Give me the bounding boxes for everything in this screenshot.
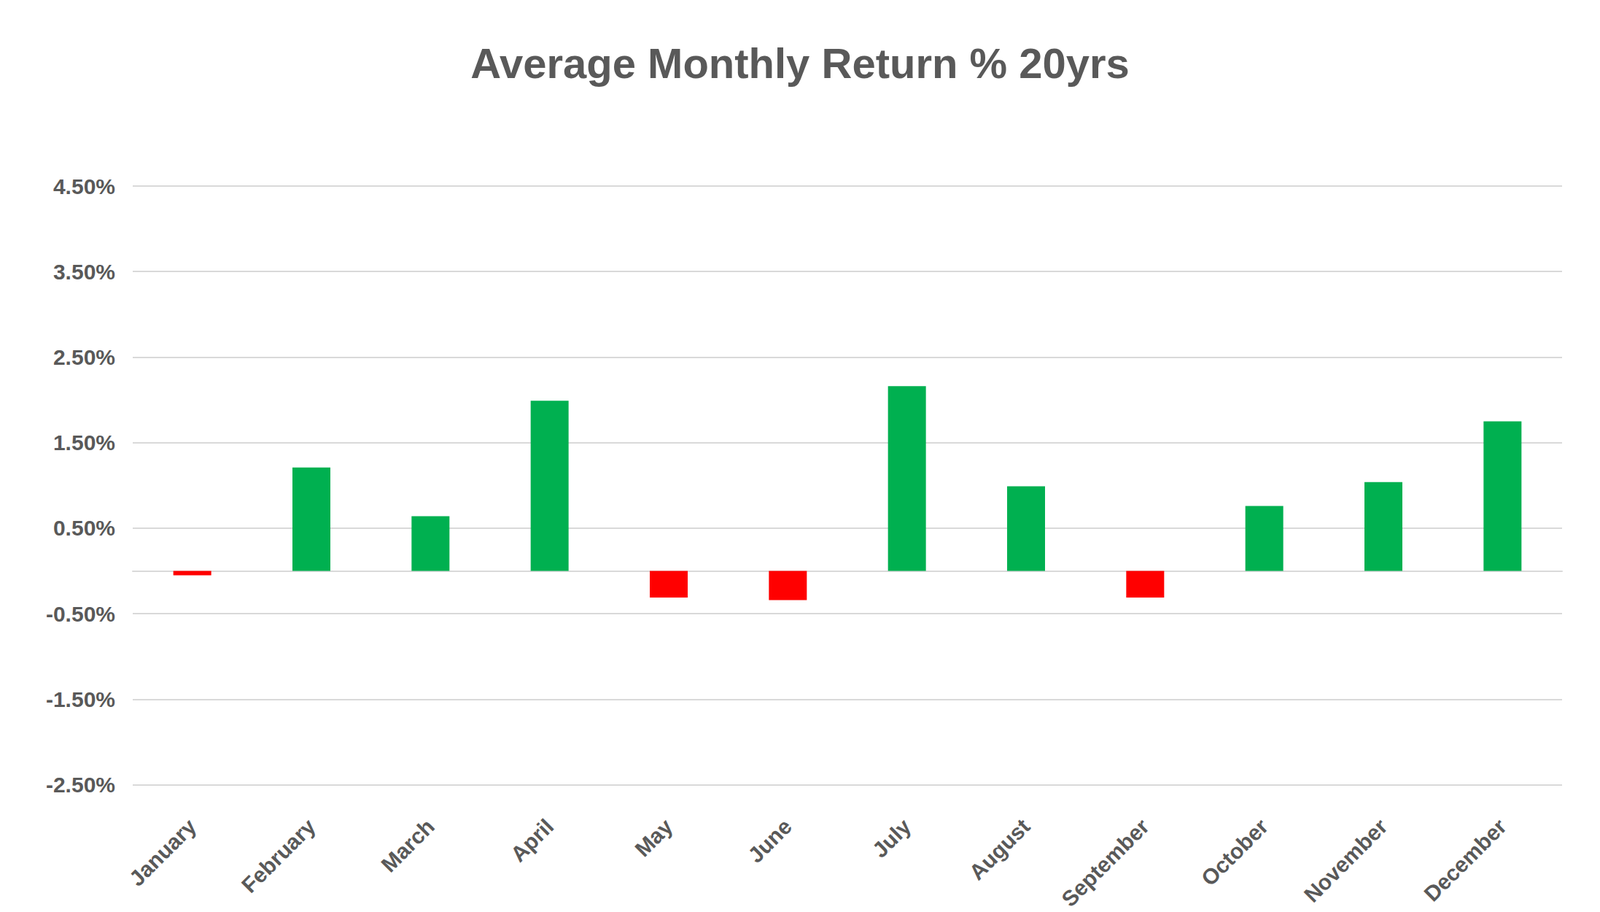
svg-text:Average Monthly Return % 20yrs: Average Monthly Return % 20yrs [470,39,1130,87]
svg-text:February: February [237,813,321,897]
svg-text:-2.50%: -2.50% [45,772,116,797]
svg-text:May: May [630,813,678,862]
svg-text:4.50%: 4.50% [53,174,116,199]
svg-text:0.50%: 0.50% [53,515,116,540]
svg-text:October: October [1196,813,1274,891]
svg-text:-0.50%: -0.50% [45,601,116,626]
svg-text:March: March [376,813,440,877]
svg-text:2.50%: 2.50% [53,344,116,370]
svg-text:1.50%: 1.50% [53,430,116,455]
svg-text:April: April [506,813,559,867]
svg-text:June: June [743,813,797,868]
svg-text:July: July [867,813,916,862]
svg-text:November: November [1299,813,1393,907]
svg-text:August: August [964,813,1035,884]
svg-text:January: January [124,813,202,891]
svg-text:September: September [1056,813,1154,911]
svg-text:December: December [1419,813,1512,906]
svg-text:-1.50%: -1.50% [45,686,116,712]
svg-text:3.50%: 3.50% [53,259,116,284]
